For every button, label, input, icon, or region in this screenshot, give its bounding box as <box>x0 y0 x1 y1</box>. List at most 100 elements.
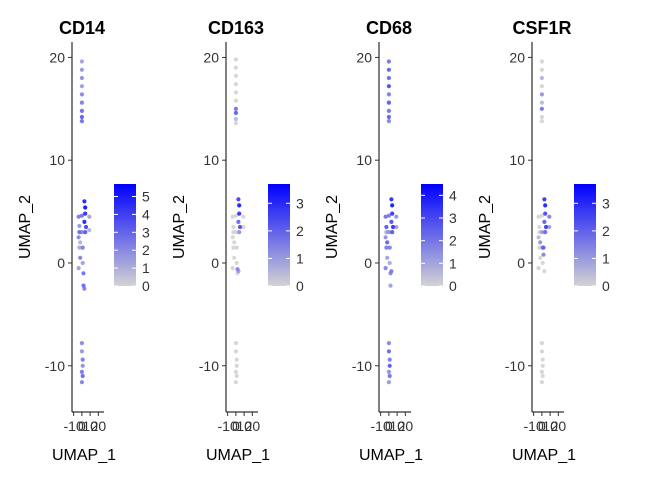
cell-point <box>539 106 545 111</box>
color-bar-label: 3 <box>142 224 150 240</box>
cell-point <box>386 59 391 64</box>
cell-point <box>234 363 239 368</box>
color-bar-label: 4 <box>449 187 457 203</box>
cell-point <box>241 224 246 230</box>
y-tick-label: 0 <box>57 255 65 271</box>
color-bar-label: 3 <box>296 195 304 211</box>
x-tick-label: 10 <box>236 418 252 434</box>
cell-point <box>233 380 238 385</box>
cell-point <box>542 269 547 274</box>
panel-title: CD68 <box>366 18 412 38</box>
cell-point <box>536 214 541 219</box>
cell-point <box>79 349 84 354</box>
color-bar-label: 2 <box>296 223 304 239</box>
x-axis-label: UMAP_1 <box>359 447 423 464</box>
cell-point <box>87 228 92 233</box>
cell-point <box>390 211 395 216</box>
y-axis-label: UMAP_2 <box>17 195 34 259</box>
x-tick-label: 20 <box>91 418 107 434</box>
cell-point <box>539 92 545 97</box>
y-tick-label: -10 <box>199 358 219 374</box>
cell-point <box>384 245 389 250</box>
cell-point <box>79 213 84 218</box>
x-tick-label: 20 <box>551 418 567 434</box>
x-tick-label: -10 <box>524 418 544 434</box>
cell-point <box>237 224 243 230</box>
color-bar-label: 0 <box>602 278 610 294</box>
color-bar-label: 2 <box>142 242 150 258</box>
cell-point <box>539 230 545 235</box>
cell-point <box>233 349 238 354</box>
cell-point <box>77 245 82 250</box>
x-tick-label: 0 <box>78 418 86 434</box>
cell-point <box>232 255 237 260</box>
x-tick-label: 0 <box>538 418 546 434</box>
x-axis-label: UMAP_1 <box>512 447 576 464</box>
cell-point <box>235 267 240 272</box>
y-tick-label: -10 <box>352 358 372 374</box>
cell-point <box>386 108 391 113</box>
cell-point <box>543 224 549 230</box>
cell-point <box>536 235 541 240</box>
cell-point <box>547 224 552 230</box>
cell-point <box>232 240 237 245</box>
cell-point <box>231 245 236 250</box>
cell-point <box>83 224 89 230</box>
cell-point <box>233 106 238 111</box>
color-bar-label: 2 <box>602 223 610 239</box>
cell-point <box>386 92 391 97</box>
cell-point <box>80 245 85 250</box>
cell-point <box>536 266 541 271</box>
y-axis-label: UMAP_2 <box>324 195 341 259</box>
cell-point <box>76 266 81 271</box>
cell-point <box>386 114 391 120</box>
cell-point <box>79 119 84 124</box>
cell-point <box>539 380 545 385</box>
cell-point <box>234 260 239 266</box>
x-tick-label: 10 <box>82 418 98 434</box>
cell-point <box>539 341 545 346</box>
cell-point <box>390 224 396 230</box>
cell-point <box>80 357 85 362</box>
cell-point <box>233 57 238 62</box>
y-tick-label: 20 <box>203 49 219 65</box>
y-tick-label: -10 <box>505 358 525 374</box>
cell-point <box>386 119 391 124</box>
cell-point <box>539 369 545 374</box>
color-bar-label: 1 <box>296 250 304 266</box>
y-tick-label: 10 <box>203 152 219 168</box>
cell-point <box>234 357 239 362</box>
cell-point <box>83 205 88 210</box>
cell-point <box>387 260 392 266</box>
x-axis-label: UMAP_1 <box>206 447 270 464</box>
color-bar <box>114 184 136 286</box>
cell-point <box>386 75 391 81</box>
cell-point <box>539 67 545 72</box>
cell-point <box>387 373 392 379</box>
x-tick-label: -10 <box>371 418 391 434</box>
cell-point <box>233 98 238 103</box>
x-tick-label: -10 <box>64 418 84 434</box>
cell-point <box>386 213 391 218</box>
cell-point <box>386 230 391 235</box>
cell-point <box>230 214 235 219</box>
cell-point <box>233 73 238 78</box>
cell-point <box>543 203 548 208</box>
cell-point <box>230 266 235 271</box>
cell-point <box>87 214 92 219</box>
cell-point <box>389 219 394 224</box>
x-tick-label: 20 <box>398 418 414 434</box>
cell-point <box>236 197 241 202</box>
cell-point <box>386 341 391 346</box>
cell-point <box>384 224 389 230</box>
cell-point <box>537 224 542 230</box>
y-tick-label: 0 <box>364 255 372 271</box>
cell-point <box>233 90 238 95</box>
cell-point <box>539 59 545 64</box>
cell-point <box>236 219 241 224</box>
panel-title: CD14 <box>59 18 105 38</box>
cell-point <box>79 100 84 105</box>
color-bar-label: 0 <box>142 278 150 294</box>
cell-point <box>234 373 239 379</box>
